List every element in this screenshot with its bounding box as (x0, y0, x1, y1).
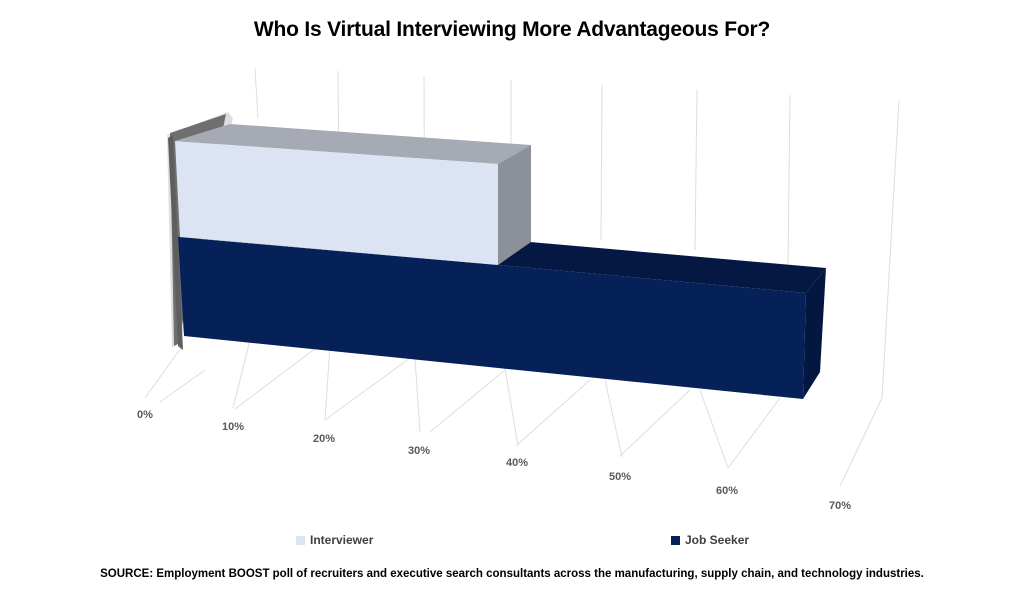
tick-label-50: 50% (609, 471, 632, 483)
tick-label-10: 10% (222, 421, 245, 433)
legend-swatch-job-seeker (671, 535, 680, 545)
tick-label-0: 0% (137, 409, 153, 421)
bar-job-seeker-front (178, 237, 806, 399)
tick-label-30: 30% (408, 445, 431, 457)
bar-interviewer[interactable] (175, 124, 531, 265)
legend-label-job-seeker: Job Seeker (685, 533, 750, 547)
chart-title: Who Is Virtual Interviewing More Advanta… (253, 18, 771, 41)
tick-label-70: 70% (829, 500, 852, 512)
legend-item-job-seeker[interactable]: Job Seeker (671, 533, 749, 547)
tick-label-60: 60% (716, 485, 739, 497)
bar-interviewer-side (498, 145, 531, 265)
legend-item-interviewer[interactable]: Interviewer (296, 533, 373, 547)
legend-swatch-interviewer (296, 535, 305, 545)
tick-label-40: 40% (506, 457, 529, 469)
bar-interviewer-front (175, 141, 498, 265)
legend-label-interviewer: Interviewer (310, 533, 374, 547)
tick-label-20: 20% (313, 433, 336, 445)
source-note: SOURCE: Employment BOOST poll of recruit… (100, 568, 924, 580)
bar-job-seeker-side (803, 268, 826, 399)
bar-interviewer-top (175, 124, 531, 164)
